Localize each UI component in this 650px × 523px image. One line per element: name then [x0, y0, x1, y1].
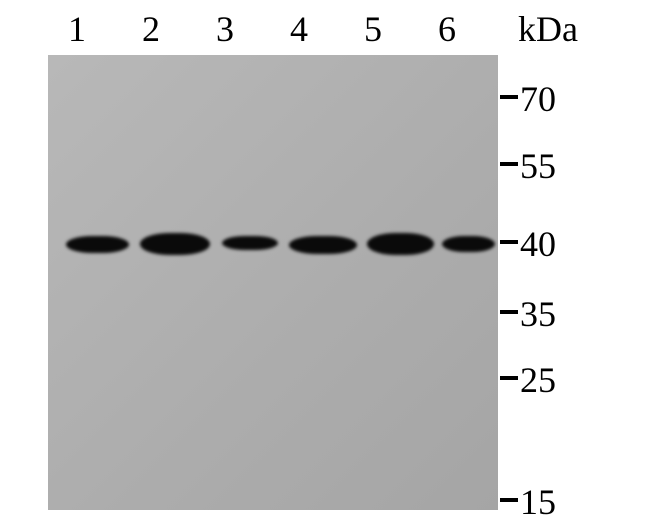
marker-tick [500, 162, 518, 166]
marker-label: 55 [520, 145, 556, 187]
lane-label: 5 [336, 8, 410, 50]
lane-label: 4 [262, 8, 336, 50]
lane-label: 1 [40, 8, 114, 50]
marker-label: 70 [520, 78, 556, 120]
protein-band [442, 236, 495, 252]
protein-band [222, 236, 278, 250]
protein-band [289, 236, 357, 254]
protein-band [140, 233, 210, 255]
marker-label: 35 [520, 293, 556, 335]
marker-tick [500, 95, 518, 99]
marker-tick [500, 240, 518, 244]
lane-label: 3 [188, 8, 262, 50]
unit-label: kDa [518, 8, 578, 50]
protein-band [66, 236, 129, 253]
lane-labels-row: 1 2 3 4 5 6 [40, 8, 484, 50]
western-blot-figure: 1 2 3 4 5 6 kDa 705540352515 [0, 0, 650, 520]
blot-membrane [48, 55, 498, 510]
marker-label: 40 [520, 223, 556, 265]
marker-tick [500, 376, 518, 380]
marker-tick [500, 498, 518, 502]
lane-label: 6 [410, 8, 484, 50]
marker-label: 25 [520, 359, 556, 401]
lane-label: 2 [114, 8, 188, 50]
marker-label: 15 [520, 481, 556, 523]
protein-band [367, 233, 434, 255]
marker-tick [500, 310, 518, 314]
